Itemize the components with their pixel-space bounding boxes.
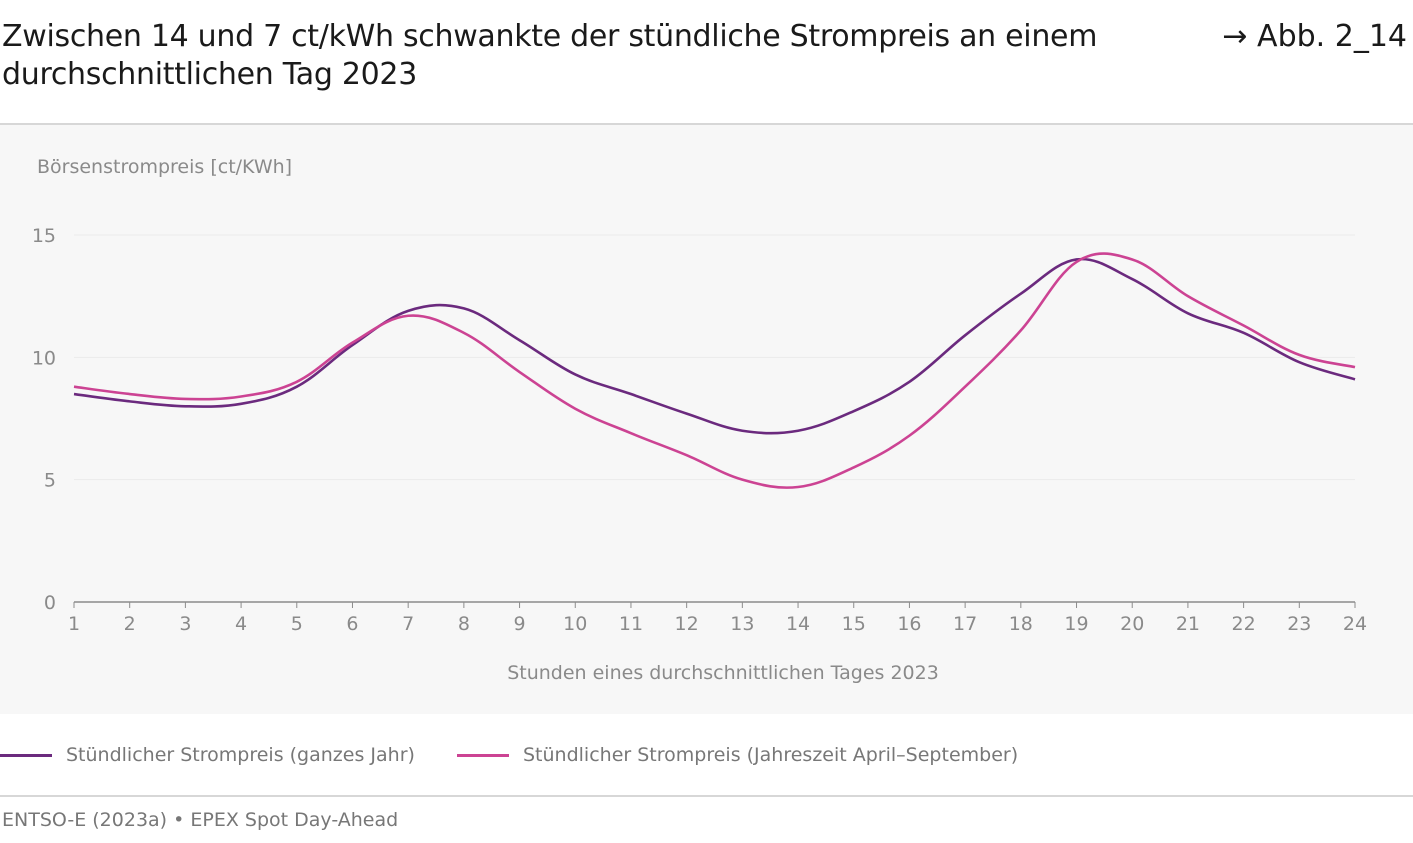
x-axis-ticks: 1 2 3 4 5 6 7 8 9 10 11 12 13 14 15 16 17 18 19 20 21 22 23 24 (68, 602, 1367, 635)
x-tick-label: 11 (619, 613, 643, 635)
x-axis-label: Stunden eines durchschnittlichen Tages 2… (507, 662, 939, 684)
footer-divider (0, 795, 1413, 797)
legend-label-full-year: Stündlicher Strompreis (ganzes Jahr) (66, 744, 415, 766)
x-tick-label: 21 (1176, 613, 1200, 635)
y-tick-label: 10 (32, 347, 56, 369)
x-tick-label: 4 (235, 613, 247, 635)
y-tick-label: 15 (32, 225, 56, 247)
x-tick-label: 14 (786, 613, 810, 635)
x-tick-label: 19 (1064, 613, 1088, 635)
x-tick-label: 24 (1343, 613, 1367, 635)
legend-label-april-september: Stündlicher Strompreis (Jahreszeit April… (523, 744, 1019, 766)
x-tick-label: 16 (897, 613, 921, 635)
legend-swatch-full-year (0, 753, 52, 757)
x-tick-label: 13 (730, 613, 754, 635)
y-axis-ticks: 0 5 10 15 (32, 225, 56, 614)
grid-lines (74, 234, 1355, 603)
x-tick-label: 9 (514, 613, 526, 635)
legend-item-full-year: Stündlicher Strompreis (ganzes Jahr) (0, 741, 415, 769)
x-tick-label: 18 (1009, 613, 1033, 635)
source-note: ENTSO-E (2023a) • EPEX Spot Day-Ahead (2, 809, 399, 831)
legend-swatch-april-september (457, 753, 509, 757)
y-tick-label: 5 (44, 470, 56, 492)
x-tick-label: 10 (563, 613, 587, 635)
x-tick-label: 2 (124, 613, 136, 635)
series-line-april-september (73, 252, 1356, 489)
legend-item-april-september: Stündlicher Strompreis (Jahreszeit April… (457, 741, 1018, 769)
figure-reference: → Abb. 2_14 (1222, 19, 1407, 54)
x-tick-label: 22 (1232, 613, 1256, 635)
x-tick-label: 5 (291, 613, 303, 635)
header-divider (0, 123, 1413, 125)
header: Zwischen 14 und 7 ct/kWh schwankte der s… (0, 0, 1413, 123)
legend: Stündlicher Strompreis (ganzes Jahr) Stü… (0, 741, 1413, 769)
chart-title: Zwischen 14 und 7 ct/kWh schwankte der s… (2, 19, 1098, 92)
x-tick-label: 20 (1120, 613, 1144, 635)
y-axis-label: Börsenstrompreis [ct/KWh] (37, 156, 292, 178)
series-line-full-year (73, 257, 1356, 435)
x-tick-label: 1 (68, 613, 80, 635)
x-tick-label: 8 (458, 613, 470, 635)
x-tick-label: 3 (179, 613, 191, 635)
x-tick-label: 12 (675, 613, 699, 635)
x-tick-label: 7 (402, 613, 414, 635)
series-lines (73, 252, 1356, 489)
x-tick-label: 15 (842, 613, 866, 635)
x-tick-label: 6 (346, 613, 358, 635)
y-tick-label: 0 (44, 592, 56, 614)
x-tick-label: 17 (953, 613, 977, 635)
x-tick-label: 23 (1287, 613, 1311, 635)
